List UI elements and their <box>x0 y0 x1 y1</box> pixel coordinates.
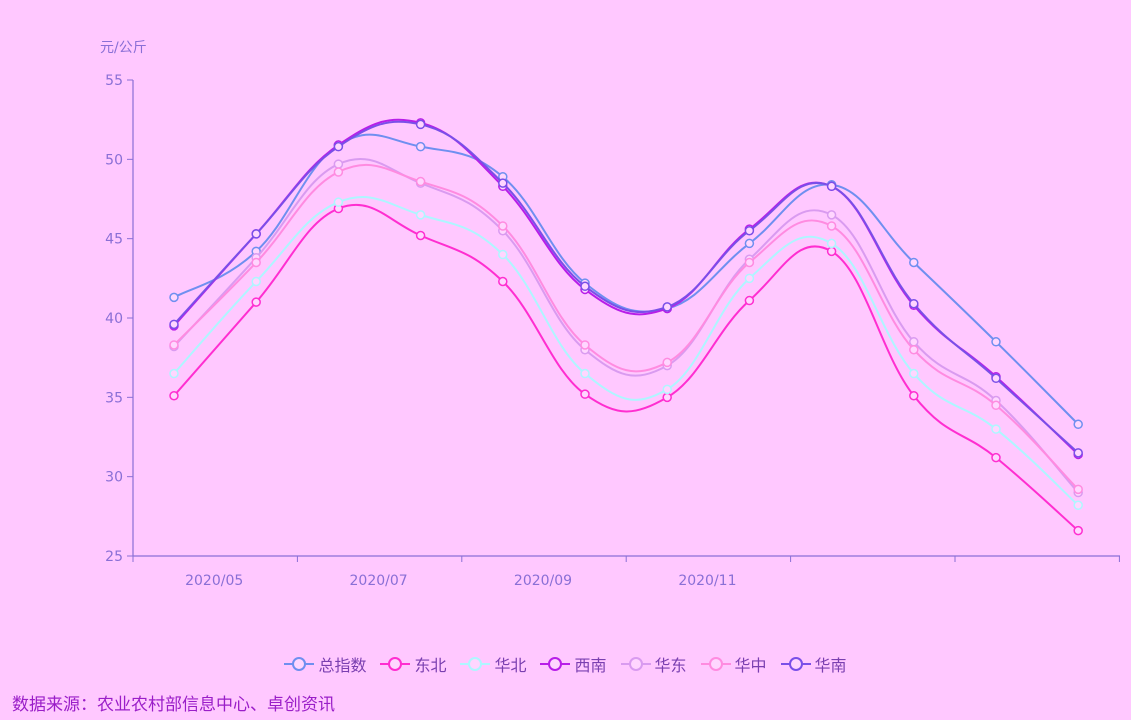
legend-marker-icon <box>460 657 491 671</box>
data-point[interactable] <box>498 178 508 188</box>
data-point[interactable] <box>1073 484 1083 495</box>
data-point[interactable] <box>498 221 508 231</box>
legend-item[interactable]: 东北 <box>380 652 446 676</box>
data-point[interactable] <box>909 344 919 355</box>
legend-marker-icon <box>380 657 411 671</box>
data-point[interactable] <box>991 400 1001 411</box>
data-point[interactable] <box>662 392 672 403</box>
legend-label: 总指数 <box>318 656 367 675</box>
x-tick-label: 2020/11 <box>678 573 736 589</box>
y-tick-label: 30 <box>105 470 123 486</box>
data-point[interactable] <box>251 297 261 307</box>
legend-marker-icon <box>620 657 651 671</box>
data-point[interactable] <box>909 298 919 309</box>
data-point[interactable] <box>333 141 344 152</box>
data-point[interactable] <box>415 210 426 220</box>
y-tick-label: 50 <box>105 152 123 168</box>
data-point[interactable] <box>169 319 179 330</box>
data-point[interactable] <box>909 257 919 268</box>
legend-item[interactable]: 华北 <box>460 652 526 676</box>
series-line <box>173 196 1079 506</box>
legend-item[interactable]: 华东 <box>620 652 687 676</box>
data-point[interactable] <box>826 238 837 249</box>
data-point[interactable] <box>991 373 1001 384</box>
legend-item[interactable]: 西南 <box>540 652 607 676</box>
x-tick-label: 2020/09 <box>514 573 572 589</box>
legend-marker-icon <box>780 657 811 671</box>
data-point[interactable] <box>744 273 755 284</box>
data-point[interactable] <box>909 368 919 379</box>
data-point[interactable] <box>662 357 672 368</box>
data-point[interactable] <box>415 119 426 130</box>
y-tick-label: 45 <box>105 232 123 248</box>
x-tick-label: 2020/05 <box>185 573 243 589</box>
legend-label: 华东 <box>654 656 687 675</box>
data-point[interactable] <box>826 246 837 257</box>
data-point[interactable] <box>251 276 261 287</box>
data-point[interactable] <box>1073 500 1083 510</box>
data-point[interactable] <box>744 295 755 306</box>
data-point[interactable] <box>580 281 590 292</box>
data-point[interactable] <box>169 340 179 350</box>
data-point[interactable] <box>415 141 426 152</box>
data-point[interactable] <box>333 197 344 207</box>
legend-item[interactable]: 华南 <box>780 652 847 676</box>
legend-label: 西南 <box>574 656 607 675</box>
data-point[interactable] <box>1073 448 1083 458</box>
y-tick-label: 35 <box>105 390 123 406</box>
data-point[interactable] <box>333 167 344 177</box>
data-point[interactable] <box>415 230 426 241</box>
legend-item[interactable]: 总指数 <box>284 652 366 676</box>
data-point[interactable] <box>498 276 508 287</box>
data-point[interactable] <box>169 292 179 303</box>
data-point[interactable] <box>415 176 426 187</box>
series-line <box>173 120 1079 454</box>
data-point[interactable] <box>744 238 755 249</box>
legend-marker-icon <box>540 657 571 671</box>
data-point[interactable] <box>251 257 261 268</box>
series-line <box>173 133 1079 426</box>
data-point[interactable] <box>991 337 1001 347</box>
data-point[interactable] <box>991 452 1001 463</box>
data-point[interactable] <box>744 225 755 236</box>
data-point[interactable] <box>251 229 261 239</box>
data-point[interactable] <box>1073 419 1083 430</box>
data-point[interactable] <box>580 389 590 399</box>
line-chart: 25 30 35 40 45 50 55 元/公斤 2020/05 2020/07 2020/09 2… <box>100 40 1120 589</box>
series-line <box>173 163 1079 491</box>
data-point[interactable] <box>826 221 837 231</box>
data-point[interactable] <box>498 249 508 260</box>
data-source-note: 数据来源：农业农村部信息中心、卓创资讯 <box>12 695 335 715</box>
y-tick-label: 40 <box>105 311 123 327</box>
data-point[interactable] <box>662 384 672 395</box>
data-point[interactable] <box>991 424 1001 434</box>
x-tick-label: 2020/07 <box>350 573 408 589</box>
data-point[interactable] <box>169 368 179 379</box>
y-tick-label: 25 <box>105 549 123 565</box>
y-axis-unit-label: 元/公斤 <box>100 40 147 56</box>
y-tick-label: 55 <box>105 73 123 89</box>
data-point[interactable] <box>744 257 755 268</box>
legend-label: 华北 <box>494 656 527 675</box>
data-point[interactable] <box>333 159 344 169</box>
data-point[interactable] <box>1073 525 1083 536</box>
data-point[interactable] <box>169 390 179 401</box>
legend-label: 华中 <box>734 656 767 675</box>
series-line <box>173 158 1079 494</box>
legend-item[interactable]: 华中 <box>700 652 767 676</box>
data-point[interactable] <box>662 302 672 312</box>
data-point[interactable] <box>909 337 919 347</box>
data-point[interactable] <box>826 181 837 192</box>
data-point[interactable] <box>909 390 919 401</box>
data-point[interactable] <box>580 368 590 379</box>
chart-legend: 总指数 东北 华北 西南 华东 华中 华南 <box>0 652 1131 676</box>
data-point[interactable] <box>580 340 590 350</box>
legend-marker-icon <box>700 657 731 671</box>
legend-label: 华南 <box>814 656 847 675</box>
legend-marker-icon <box>284 657 315 671</box>
legend-label: 东北 <box>414 656 447 675</box>
data-point[interactable] <box>826 210 837 220</box>
